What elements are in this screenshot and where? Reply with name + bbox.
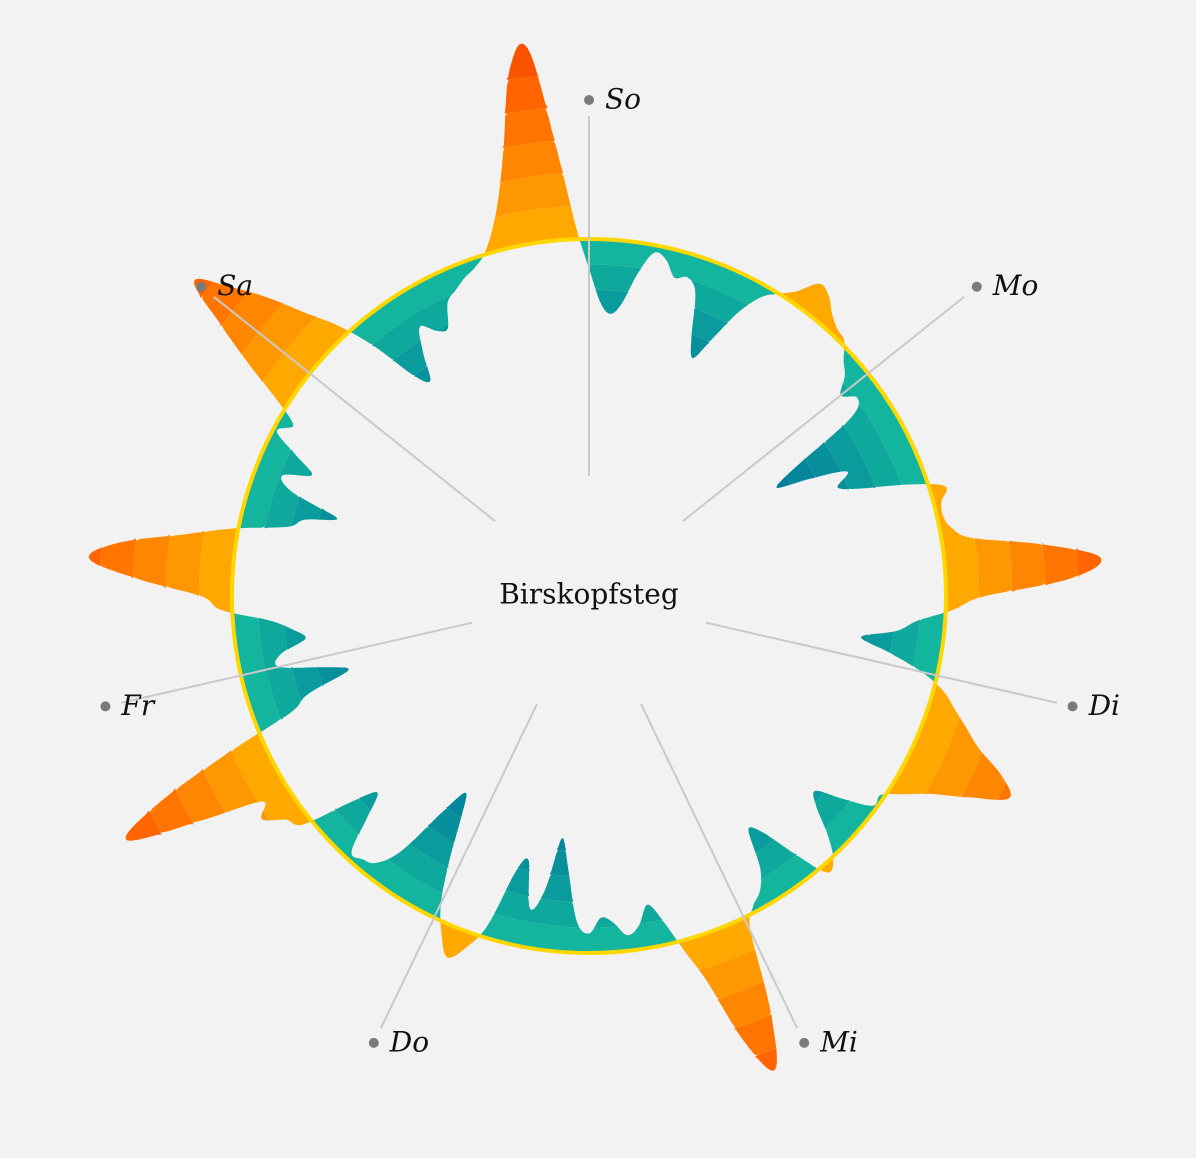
spoke-Fr <box>120 621 473 704</box>
day-labels: So Mo Di Mi Do Fr Sa <box>100 83 1120 1058</box>
day-label-Sa: Sa <box>217 269 253 302</box>
day-label-Di: Di <box>1088 689 1120 722</box>
day-dot-So <box>584 95 594 105</box>
day-dot-Mo <box>971 281 982 292</box>
chart-title: Birskopfsteg <box>499 578 679 611</box>
day-label-Mo: Mo <box>992 269 1039 302</box>
day-label-Mi: Mi <box>819 1025 858 1058</box>
spoke-Mi <box>640 703 799 1029</box>
spoke-Sa <box>213 295 496 522</box>
spoke-Do <box>379 703 538 1029</box>
day-dot-Di <box>1067 701 1078 712</box>
day-label-Fr: Fr <box>120 689 155 722</box>
day-label-So: So <box>605 83 641 116</box>
spoke-Mo <box>682 295 965 522</box>
day-dot-Fr <box>100 701 111 712</box>
spoke-Di <box>705 621 1058 704</box>
day-label-Do: Do <box>389 1025 429 1058</box>
day-dot-Mi <box>799 1037 810 1048</box>
day-dot-Do <box>368 1037 379 1048</box>
day-dot-Sa <box>196 281 207 292</box>
day-spokes <box>120 116 1058 1029</box>
